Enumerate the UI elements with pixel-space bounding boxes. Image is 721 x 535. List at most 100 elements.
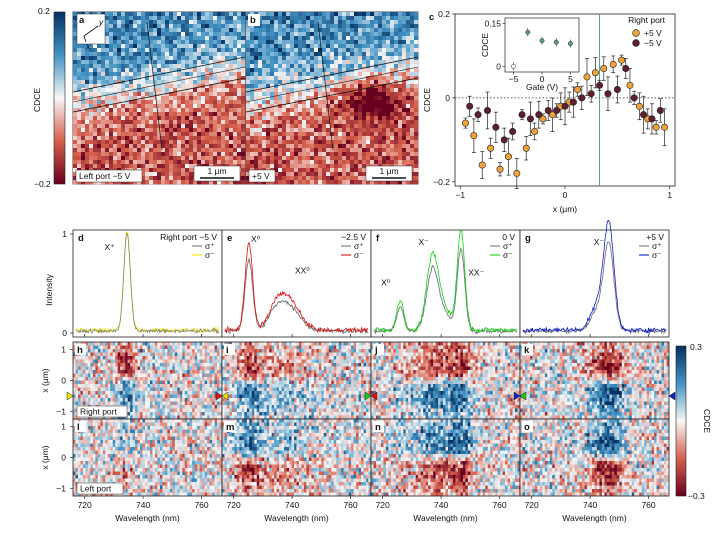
map-pixel [362,104,366,108]
map-pixel [382,48,386,52]
map-pixel [117,36,121,40]
c-point-plus5 [636,103,642,109]
map-pixel [173,148,177,152]
map-pixel [410,100,414,104]
map-pixel [241,120,245,124]
map-pixel [362,140,366,144]
heatmap-pixel [105,395,108,399]
map-pixel [89,144,93,148]
heatmap-pixel [157,342,160,346]
map-pixel [294,148,298,152]
map-pixel [217,64,221,68]
map-pixel [177,48,181,52]
map-pixel [213,124,217,128]
map-pixel [378,100,382,104]
map-pixel [145,132,149,136]
map-pixel [346,24,350,28]
map-pixel [137,72,141,76]
map-pixel [294,180,298,184]
map-pixel [121,112,125,116]
map-pixel [233,124,237,128]
map-pixel [294,12,298,16]
map-pixel [258,28,262,32]
heatmap-pixel [162,398,165,402]
map-pixel [161,52,165,56]
map-pixel [258,148,262,152]
map-pixel [282,16,286,20]
heatmap-pixel [113,370,116,374]
map-pixel [298,140,302,144]
inset-point [554,40,558,44]
map-pixel [201,16,205,20]
heatmap-pixel [73,405,76,409]
map-pixel [189,116,193,120]
map-pixel [346,16,350,20]
map-pixel [169,160,173,164]
map-pixel [270,164,274,168]
map-pixel [290,20,294,24]
heatmap-pixel [170,374,173,378]
map-pixel [125,120,129,124]
map-pixel [193,128,197,132]
map-pixel [121,76,125,80]
peak-annotation: X⁰ [381,277,391,287]
heatmap-pixel [123,356,126,360]
map-pixel [117,96,121,100]
map-pixel [350,180,354,184]
map-pixel [302,136,306,140]
map-pixel [310,44,314,48]
map-pixel [342,84,346,88]
map-pixel [338,156,342,160]
map-pixel [246,124,250,128]
heatmap-pixel [83,388,86,392]
map-pixel [246,60,250,64]
map-pixel [177,60,181,64]
map-pixel [109,124,113,128]
map-pixel [262,72,266,76]
heatmap-pixel [78,367,81,371]
heatmap-pixel [172,398,175,402]
map-pixel [362,48,366,52]
map-pixel [382,160,386,164]
map-pixel [165,160,169,164]
map-pixel [334,176,338,180]
map-pixel [250,148,254,152]
heatmap-pixel [113,349,116,353]
map-pixel [350,64,354,68]
map-pixel [153,68,157,72]
heatmap-pixel [138,412,141,416]
heatmap-pixel [90,384,93,388]
map-pixel [326,24,330,28]
map-pixel [354,12,358,16]
heatmap-pixel [113,342,116,346]
map-pixel [358,152,362,156]
map-pixel [346,136,350,140]
map-pixel [262,156,266,160]
map-pixel [290,76,294,80]
map-pixel [322,140,326,144]
map-pixel [278,24,282,28]
map-pixel [290,148,294,152]
map-pixel [81,104,85,108]
map-pixel [314,124,318,128]
map-pixel [398,52,402,56]
map-pixel [141,72,145,76]
heatmap-pixel [150,370,153,374]
map-pixel [197,20,201,24]
map-pixel [117,72,121,76]
map-pixel [157,148,161,152]
map-pixel [306,84,310,88]
heatmap-pixel [95,363,98,367]
c-point-plus5 [584,74,590,80]
map-pixel [398,104,402,108]
map-pixel [185,64,189,68]
map-pixel [241,20,245,24]
map-pixel [254,132,258,136]
map-pixel [177,144,181,148]
map-pixel [229,140,233,144]
map-pixel [109,116,113,120]
map-pixel [290,32,294,36]
map-pixel [177,172,181,176]
map-pixel [101,160,105,164]
map-pixel [322,116,326,120]
